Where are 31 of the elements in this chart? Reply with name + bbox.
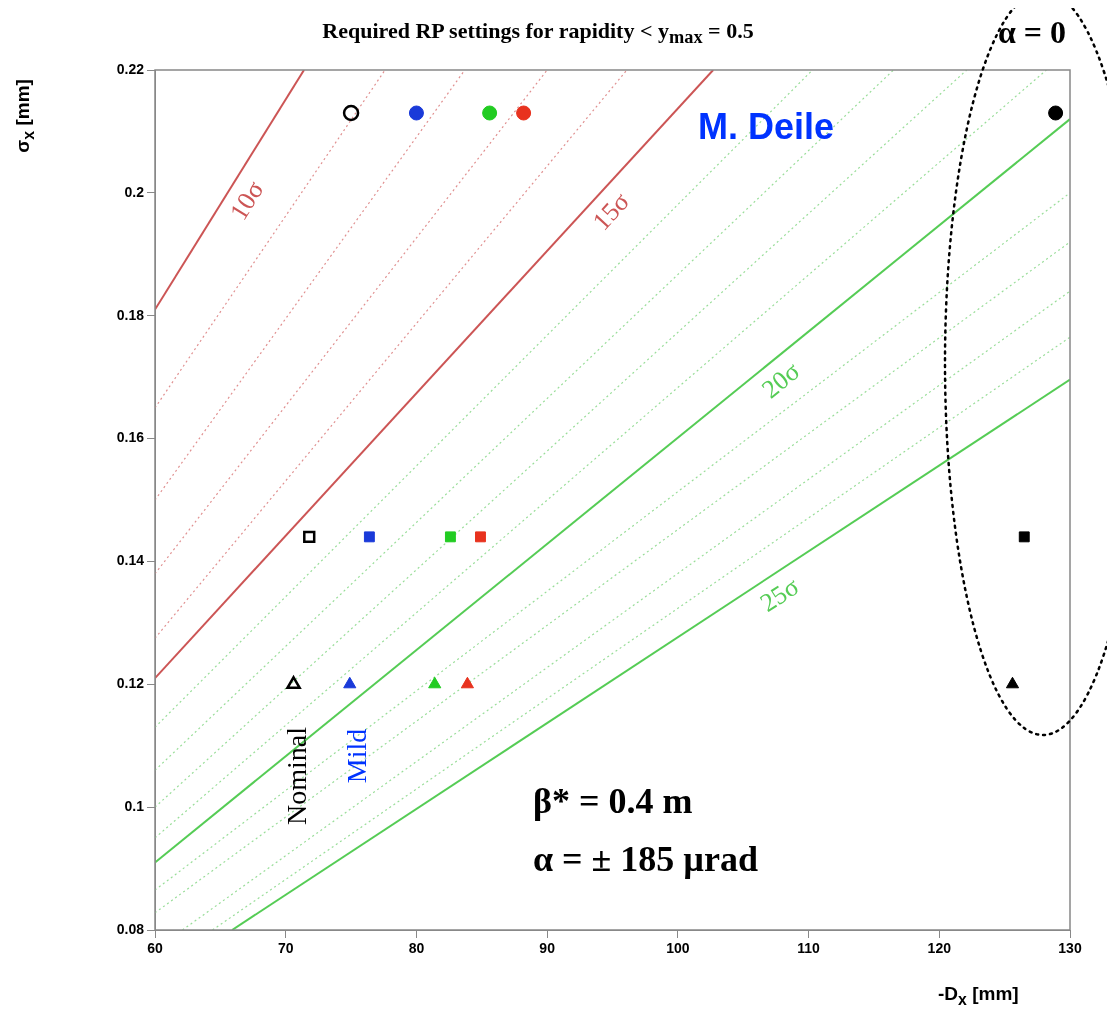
annotation: α = ± 185 µrad <box>533 838 759 880</box>
point <box>286 676 301 690</box>
x-tick-label: 120 <box>927 940 952 957</box>
x-tick-label: 60 <box>147 940 163 957</box>
point <box>342 104 360 122</box>
text: 10σ <box>223 175 270 226</box>
x-tick-label: 100 <box>666 940 690 957</box>
y-tick-label: 0.22 <box>116 60 145 77</box>
text: α = 0 <box>998 14 1067 51</box>
point <box>303 530 316 544</box>
x-axis-title: -D$_{x}$ [mm] <box>938 983 1019 1009</box>
text: 20σ <box>756 356 806 405</box>
x-tick-label: 90 <box>539 940 556 957</box>
annotation: Nominal <box>281 727 313 825</box>
y-tick-label: 0.14 <box>116 552 145 569</box>
x-tick-label: 130 <box>1058 940 1082 957</box>
y-tick-label: 0.16 <box>116 429 145 446</box>
annotation: Mild <box>341 728 373 784</box>
y-tick-label: 0.18 <box>116 306 145 323</box>
text: 25σ <box>754 571 805 618</box>
x-tick-label: 80 <box>408 940 425 957</box>
y-tick-label: 0.12 <box>116 675 145 692</box>
y-tick-label: 0.08 <box>116 920 145 937</box>
annotation: M. Deile <box>698 106 835 148</box>
annotation: β* = 0.4 m <box>533 780 693 822</box>
y-tick-label: 0.2 <box>124 183 145 200</box>
text: 15σ <box>586 186 636 236</box>
x-tick-label: 70 <box>277 940 294 957</box>
chart-title: Required RP settings for rapidity < y$_{max}$ = 0.5 <box>322 18 754 48</box>
x-tick-label: 110 <box>797 940 821 957</box>
y-tick-label: 0.1 <box>124 798 145 814</box>
